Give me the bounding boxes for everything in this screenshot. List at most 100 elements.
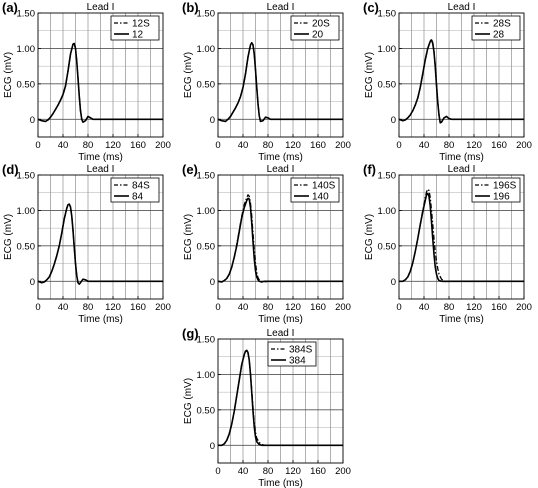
- y-tick-label: 0.50: [197, 79, 216, 90]
- x-tick-label: 160: [491, 140, 507, 151]
- x-tick-label: 160: [310, 302, 326, 313]
- y-axis-label: ECG (mV): [3, 214, 14, 260]
- series-line-196S: [399, 188, 524, 283]
- legend-box: [267, 341, 317, 367]
- x-tick-label: 0: [35, 140, 40, 151]
- y-axis-label: ECG (mV): [3, 52, 14, 98]
- panel-label: (b): [182, 0, 199, 15]
- y-tick-label: 0: [30, 115, 35, 126]
- chart-panel-f: 0 0.50 1.00 1.50 0 40 80 120 160 200 (f) Lead I Time…: [363, 162, 532, 325]
- y-tick-label: 0: [391, 277, 396, 288]
- y-tick-label: 0.50: [17, 241, 36, 252]
- x-tick-label: 80: [263, 302, 274, 313]
- x-tick-label: 80: [444, 140, 455, 151]
- x-tick-label: 200: [335, 302, 351, 313]
- x-tick-label: 80: [263, 140, 274, 151]
- x-tick-label: 160: [491, 302, 507, 313]
- x-tick-label: 0: [396, 302, 401, 313]
- chart-panel-g: 0 0.50 1.00 1.50 0 40 80 120 160 200 (g) Lead I Time…: [182, 326, 351, 488]
- x-tick-label: 0: [396, 140, 401, 151]
- x-tick-label: 160: [310, 140, 326, 151]
- y-tick-label: 0: [210, 277, 215, 288]
- legend-entry: 12S: [132, 19, 150, 30]
- y-tick-label: 1.50: [17, 9, 36, 20]
- legend-box: [110, 177, 160, 203]
- y-tick-label: 0.50: [378, 79, 397, 90]
- series-line-84S: [37, 203, 163, 285]
- x-tick-label: 0: [215, 140, 220, 151]
- series-line-140S: [217, 194, 343, 283]
- legend-entry: 20S: [312, 19, 330, 30]
- y-tick-label: 1.50: [197, 335, 216, 346]
- x-tick-label: 200: [155, 140, 171, 151]
- chart-panel-e: 0 0.50 1.00 1.50 0 40 80 120 160 200 (e) Lead I Time…: [182, 162, 351, 325]
- panel-label: (a): [2, 0, 18, 15]
- legend-entry: 140S: [312, 181, 336, 192]
- legend-entry: 84: [132, 192, 144, 203]
- chart-title: Lead I: [448, 164, 476, 175]
- legend-box: [471, 15, 521, 41]
- x-tick-label: 160: [310, 466, 326, 477]
- chart-panel-c: 0 0.50 1.00 1.50 0 40 80 120 160 200 (c) Lead I Time…: [363, 0, 532, 163]
- legend-entry: 384S: [289, 345, 313, 356]
- panel-label: (e): [182, 162, 198, 177]
- x-axis-label: Time (ms): [258, 478, 303, 488]
- x-tick-label: 40: [419, 140, 430, 151]
- chart-title: Lead I: [448, 2, 476, 13]
- y-tick-label: 0: [391, 115, 396, 126]
- y-axis-label: ECG (mV): [183, 52, 194, 98]
- x-tick-label: 0: [35, 302, 40, 313]
- x-tick-label: 40: [238, 466, 249, 477]
- x-tick-label: 80: [83, 140, 94, 151]
- x-tick-label: 80: [83, 302, 94, 313]
- y-tick-label: 0.50: [197, 405, 216, 416]
- panel-label: (g): [182, 326, 199, 341]
- legend-entry: 140: [312, 192, 329, 203]
- y-tick-label: 0.50: [197, 241, 216, 252]
- panel-label: (d): [2, 162, 19, 177]
- legend-entry: 196S: [493, 181, 517, 192]
- x-tick-label: 160: [130, 302, 146, 313]
- y-tick-label: 0.50: [17, 79, 36, 90]
- plot-frame: [217, 12, 344, 138]
- y-tick-label: 1.00: [197, 44, 216, 55]
- chart-panel-a: 0 0.50 1.00 1.50 0 40 80 120 160 200 (a) Lead I Time…: [2, 0, 171, 163]
- legend-entry: 20: [312, 30, 324, 41]
- y-tick-label: 1.00: [197, 206, 216, 217]
- x-tick-label: 200: [516, 302, 532, 313]
- chart-panel-d: 0 0.50 1.00 1.50 0 40 80 120 160 200 (d) Lead I Time…: [2, 162, 171, 325]
- y-tick-label: 1.00: [17, 44, 36, 55]
- plot-frame: [398, 12, 525, 138]
- legend-box: [290, 15, 340, 41]
- plot-frame: [398, 174, 525, 300]
- x-tick-label: 120: [285, 140, 301, 151]
- series-line-12S: [37, 42, 163, 123]
- legend-entry: 28S: [493, 19, 511, 30]
- chart-title: Lead I: [267, 164, 295, 175]
- x-tick-label: 80: [263, 466, 274, 477]
- panel-label: (f): [363, 162, 376, 177]
- x-tick-label: 200: [155, 302, 171, 313]
- legend-box: [110, 15, 160, 41]
- x-axis-label: Time (ms): [78, 314, 123, 325]
- plot-frame: [37, 174, 164, 300]
- x-axis-label: Time (ms): [439, 152, 484, 163]
- y-tick-label: 0.50: [378, 241, 397, 252]
- y-axis-label: ECG (mV): [183, 214, 194, 260]
- legend-box: [290, 177, 340, 203]
- y-tick-label: 1.50: [197, 9, 216, 20]
- legend-entry: 196: [493, 192, 510, 203]
- x-tick-label: 80: [444, 302, 455, 313]
- x-tick-label: 40: [58, 140, 69, 151]
- y-tick-label: 0: [210, 441, 215, 452]
- legend-entry: 84S: [132, 181, 150, 192]
- y-tick-label: 1.50: [378, 171, 397, 182]
- x-tick-label: 200: [335, 140, 351, 151]
- y-tick-label: 1.00: [378, 44, 397, 55]
